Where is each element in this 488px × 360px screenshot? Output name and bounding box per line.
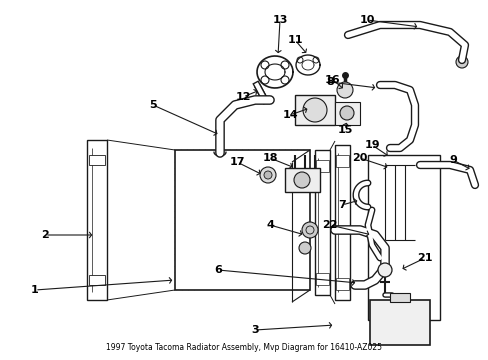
Text: 6: 6: [214, 265, 222, 275]
Text: 18: 18: [262, 153, 277, 163]
Bar: [89, 275, 105, 285]
Circle shape: [293, 172, 309, 188]
Circle shape: [377, 263, 391, 277]
Bar: [389, 293, 409, 302]
Text: 7: 7: [337, 200, 345, 210]
Text: 14: 14: [282, 110, 297, 120]
Circle shape: [303, 98, 326, 122]
Bar: [175, 150, 309, 290]
Text: 13: 13: [272, 15, 287, 25]
Text: 4: 4: [265, 220, 273, 230]
Bar: [334, 102, 359, 125]
Text: 16: 16: [325, 75, 340, 85]
Bar: [334, 145, 349, 300]
Circle shape: [339, 106, 353, 120]
Bar: [89, 155, 105, 165]
Text: 11: 11: [286, 35, 302, 45]
Bar: [315, 160, 328, 172]
Bar: [175, 150, 309, 290]
Text: 2: 2: [41, 230, 49, 240]
Circle shape: [298, 242, 310, 254]
Text: 3: 3: [251, 325, 258, 335]
Bar: [335, 155, 348, 167]
Bar: [369, 300, 429, 345]
Text: 1997 Toyota Tacoma Radiator Assembly, Mvp Diagram for 16410-AZ025: 1997 Toyota Tacoma Radiator Assembly, Mv…: [106, 343, 382, 352]
Text: 5: 5: [149, 100, 157, 110]
Text: 20: 20: [351, 153, 367, 163]
Circle shape: [260, 167, 275, 183]
Text: 17: 17: [229, 157, 244, 167]
Text: 8: 8: [325, 77, 333, 87]
Bar: [87, 140, 107, 300]
Text: 22: 22: [322, 220, 337, 230]
Bar: [315, 273, 328, 285]
Text: 19: 19: [364, 140, 379, 150]
Text: 9: 9: [448, 155, 456, 165]
Bar: [335, 278, 348, 290]
Text: 1: 1: [31, 285, 39, 295]
Bar: [367, 155, 439, 320]
Text: 15: 15: [337, 125, 352, 135]
Bar: [314, 150, 329, 295]
Text: 10: 10: [359, 15, 374, 25]
Bar: [294, 95, 334, 125]
Circle shape: [455, 56, 467, 68]
Text: 21: 21: [416, 253, 432, 263]
Circle shape: [264, 171, 271, 179]
Circle shape: [302, 222, 317, 238]
Bar: [285, 168, 319, 192]
Text: 12: 12: [235, 92, 250, 102]
Circle shape: [336, 82, 352, 98]
